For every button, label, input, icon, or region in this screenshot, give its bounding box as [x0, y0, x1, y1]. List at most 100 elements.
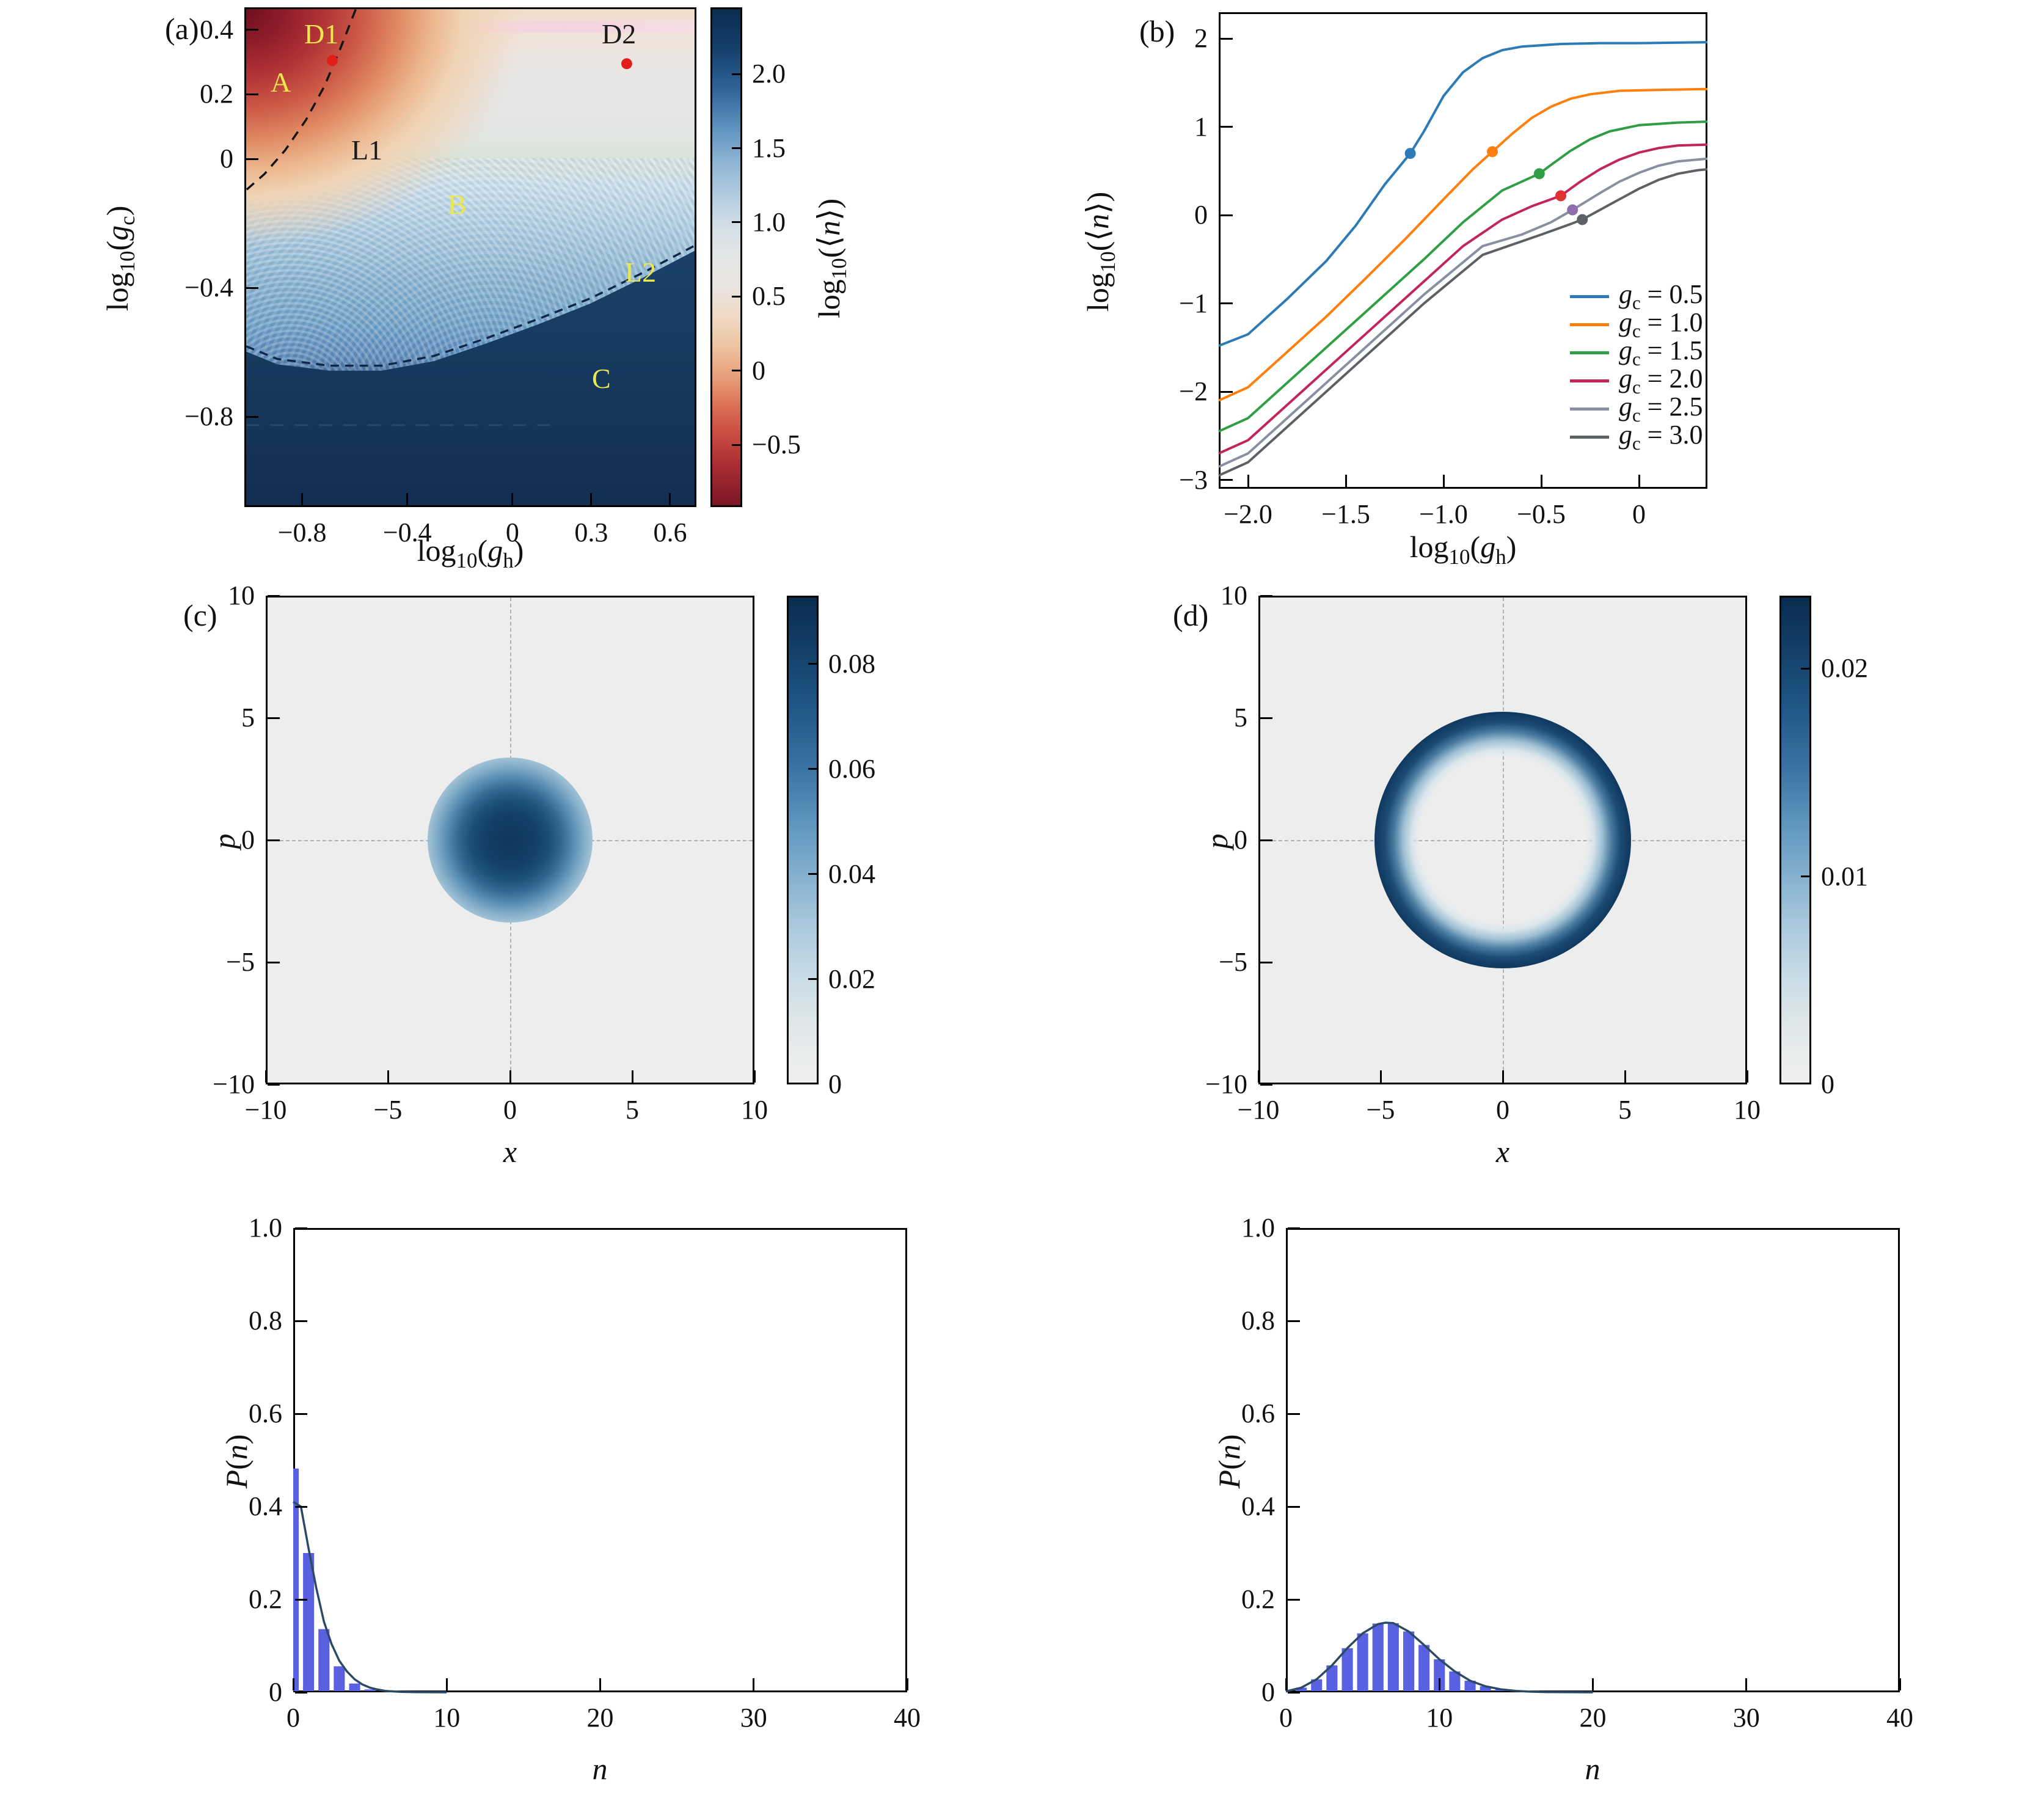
x-tick-b: [1345, 475, 1347, 487]
panel-a-heatmap: D1 D2 A B C L1 L2: [244, 7, 696, 507]
x-tick-b: [1442, 475, 1445, 487]
y-tick-label-a: 0.4: [200, 14, 233, 45]
pn-bar-n5: [1357, 1633, 1368, 1691]
annotation-d1: D1: [304, 18, 339, 49]
x-tick-c: [265, 1070, 267, 1083]
x-tick-label-a: −0.4: [382, 517, 432, 547]
x-tick-label-pn_right: 20: [1579, 1703, 1607, 1733]
annotation-region-a: A: [271, 67, 291, 98]
legend-row: gc = 3.0: [1570, 420, 1703, 454]
y-tick-label-b: 1: [1194, 111, 1208, 142]
y-tick-c: [268, 961, 280, 963]
cbar-tick-label-a: 1.0: [752, 206, 786, 237]
cbar-tick-d: [1801, 1083, 1809, 1084]
x-tick-label-b: 0: [1632, 499, 1646, 529]
panel-d-label: (d): [1173, 598, 1209, 632]
x-tick-pn_right: [1899, 1678, 1901, 1690]
pn-bar-n11: [1449, 1671, 1461, 1691]
y-tick-pn_left: [295, 1505, 307, 1508]
x-tick-label-b: −1.0: [1419, 499, 1468, 529]
y-tick-a: [246, 415, 258, 418]
annotation-l2: L2: [625, 257, 657, 288]
x-tick-pn_right: [1438, 1678, 1440, 1690]
x-tick-label-d: −10: [1237, 1095, 1280, 1125]
y-tick-label-pn_left: 1.0: [249, 1213, 282, 1243]
legend-label: gc = 1.5: [1619, 335, 1703, 370]
series-marker-gc=3.0: [1577, 214, 1588, 225]
annotation-region-b: B: [448, 189, 467, 220]
x-tick-c: [509, 1070, 511, 1083]
x-tick-label-d: −5: [1366, 1095, 1395, 1125]
boundary-l2-dashed: [246, 244, 695, 367]
y-tick-pn_left: [295, 1691, 307, 1694]
x-tick-pn_left: [445, 1678, 448, 1690]
panel-d-ring: [1374, 712, 1631, 968]
x-tick-label-pn_right: 10: [1426, 1703, 1453, 1733]
x-tick-d: [1624, 1070, 1626, 1083]
pn-bar-n10: [1434, 1659, 1445, 1691]
legend-label: gc = 1.0: [1619, 307, 1703, 342]
pn-bar-n7: [1387, 1623, 1399, 1691]
x-tick-label-pn_left: 20: [586, 1703, 614, 1733]
y-tick-label-pn_left: 0: [269, 1677, 282, 1707]
x-tick-d: [1502, 1070, 1504, 1083]
annotation-region-c: C: [592, 363, 611, 394]
x-tick-a: [669, 493, 671, 505]
legend-swatch: [1570, 435, 1609, 439]
legend-row: gc = 2.0: [1570, 364, 1703, 398]
cbar-tick-d: [1801, 875, 1809, 878]
pn-left-histogram: [293, 1228, 907, 1692]
x-tick-label-pn_left: 40: [894, 1703, 921, 1733]
pn-bar-n1: [1296, 1687, 1307, 1691]
annotation-l1: L1: [351, 134, 383, 166]
y-tick-b: [1221, 37, 1233, 40]
panel-b-curves: [1218, 41, 1708, 477]
cbar-tick-d: [1801, 667, 1809, 670]
pn-bar-n2: [1311, 1679, 1323, 1691]
x-tick-a: [301, 493, 304, 505]
x-tick-pn_left: [599, 1678, 601, 1690]
y-tick-pn_left: [295, 1227, 307, 1229]
legend-row: gc = 2.5: [1570, 392, 1703, 426]
x-tick-label-pn_right: 40: [1886, 1703, 1913, 1733]
x-tick-pn_left: [292, 1678, 294, 1690]
legend-swatch: [1570, 407, 1609, 411]
x-tick-b: [1540, 475, 1542, 487]
x-tick-b: [1247, 475, 1249, 487]
pn-right-xlabel: n: [1585, 1752, 1601, 1786]
pn-bar-n4: [1341, 1648, 1353, 1691]
pn-bar-n6: [1372, 1623, 1384, 1691]
panel-a-label: (a): [165, 12, 199, 46]
panel-a-overlay: [246, 9, 695, 505]
x-tick-label-b: −0.5: [1517, 499, 1566, 529]
y-tick-d: [1260, 1083, 1272, 1086]
panel-c-xlabel: x: [503, 1135, 517, 1169]
x-tick-pn_right: [1285, 1678, 1287, 1690]
y-tick-label-pn_left: 0.2: [249, 1584, 282, 1614]
x-tick-label-d: 5: [1618, 1095, 1632, 1125]
y-tick-label-d: −5: [1219, 947, 1247, 977]
x-tick-label-pn_right: 0: [1279, 1703, 1293, 1733]
panel-b-ylabel: log10(⟨n⟩): [1081, 191, 1120, 312]
cbar-tick-label-a: 0: [752, 355, 765, 386]
y-tick-label-pn_right: 0.6: [1241, 1398, 1275, 1428]
series-marker-gc=1.0: [1487, 146, 1498, 158]
pn-bar-n0: [293, 1468, 299, 1691]
panel-a-colorbar-gradient: [712, 9, 740, 505]
y-tick-d: [1260, 961, 1272, 963]
pn-bar-n9: [1418, 1645, 1430, 1691]
legend-row: gc = 1.0: [1570, 307, 1703, 342]
y-tick-label-c: 0: [241, 825, 255, 855]
y-tick-label-c: 5: [241, 703, 255, 733]
y-tick-c: [268, 717, 280, 719]
legend-swatch: [1570, 351, 1609, 354]
y-tick-c: [268, 594, 280, 597]
legend-swatch: [1570, 379, 1609, 382]
pn-bar-n13: [1480, 1686, 1491, 1691]
y-tick-label-c: −5: [226, 947, 255, 977]
y-tick-pn_right: [1288, 1505, 1300, 1508]
y-tick-label-b: −3: [1179, 464, 1208, 495]
x-tick-d: [1746, 1070, 1748, 1083]
pn-bar-n2: [318, 1629, 330, 1691]
